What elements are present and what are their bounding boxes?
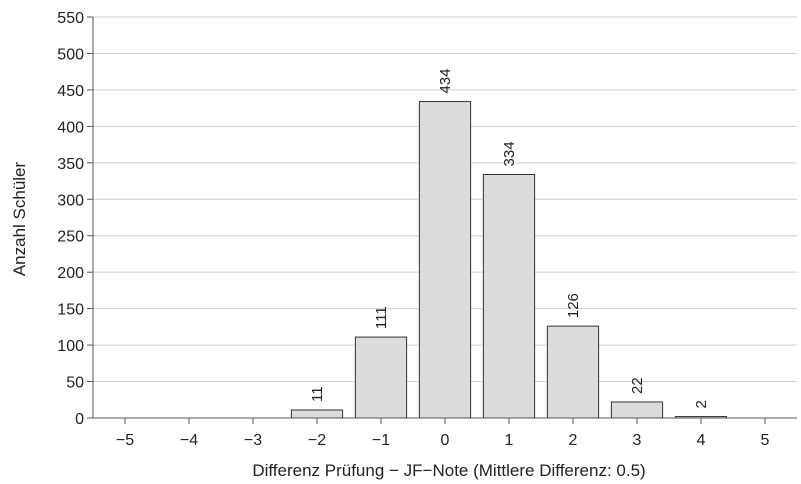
y-tick-label: 500 — [57, 46, 84, 63]
bar-value-label: 334 — [501, 141, 518, 166]
y-tick-label: 400 — [57, 119, 84, 136]
bar — [482, 173, 536, 419]
x-axis-ticks: −5 −4 −3 −2 −1 0 1 2 3 4 5 — [116, 418, 770, 449]
x-tick-label: −3 — [244, 432, 262, 449]
bar-value-label: 434 — [437, 69, 454, 94]
y-axis-ticks: 0 50 100 150 200 250 300 350 400 450 500 550 — [57, 10, 93, 428]
x-tick-label: 5 — [761, 432, 770, 449]
bars — [290, 101, 728, 419]
bar-value-label: 22 — [629, 377, 646, 394]
x-tick-label: 3 — [633, 432, 642, 449]
x-tick-label: 4 — [697, 432, 706, 449]
x-tick-label: 0 — [441, 432, 450, 449]
bar-value-label: 126 — [565, 293, 582, 318]
y-tick-label: 350 — [57, 156, 84, 173]
x-tick-label: −5 — [116, 432, 134, 449]
y-tick-label: 200 — [57, 265, 84, 282]
bar — [418, 101, 472, 419]
y-tick-label: 450 — [57, 83, 84, 100]
bar — [290, 409, 344, 419]
y-tick-label: 50 — [66, 375, 84, 392]
bar-value-label: 111 — [373, 306, 390, 329]
y-tick-label: 150 — [57, 302, 84, 319]
x-tick-label: 1 — [505, 432, 514, 449]
y-tick-label: 250 — [57, 229, 84, 246]
y-tick-label: 0 — [75, 411, 84, 428]
bar-value-label: 11 — [309, 386, 326, 402]
y-axis-label: Anzahl Schüler — [10, 161, 29, 276]
y-tick-label: 300 — [57, 192, 84, 209]
x-tick-label: −1 — [372, 432, 390, 449]
bar — [610, 401, 664, 419]
bar — [546, 325, 600, 419]
y-tick-label: 550 — [57, 10, 84, 27]
x-axis-label: Differenz Prüfung − JF−Note (Mittlere Di… — [252, 461, 645, 480]
x-tick-label: −2 — [308, 432, 326, 449]
y-tick-label: 100 — [57, 338, 84, 355]
bar-value-label: 2 — [693, 400, 710, 408]
bar — [354, 336, 408, 419]
x-tick-label: 2 — [569, 432, 578, 449]
x-tick-label: −4 — [180, 432, 198, 449]
